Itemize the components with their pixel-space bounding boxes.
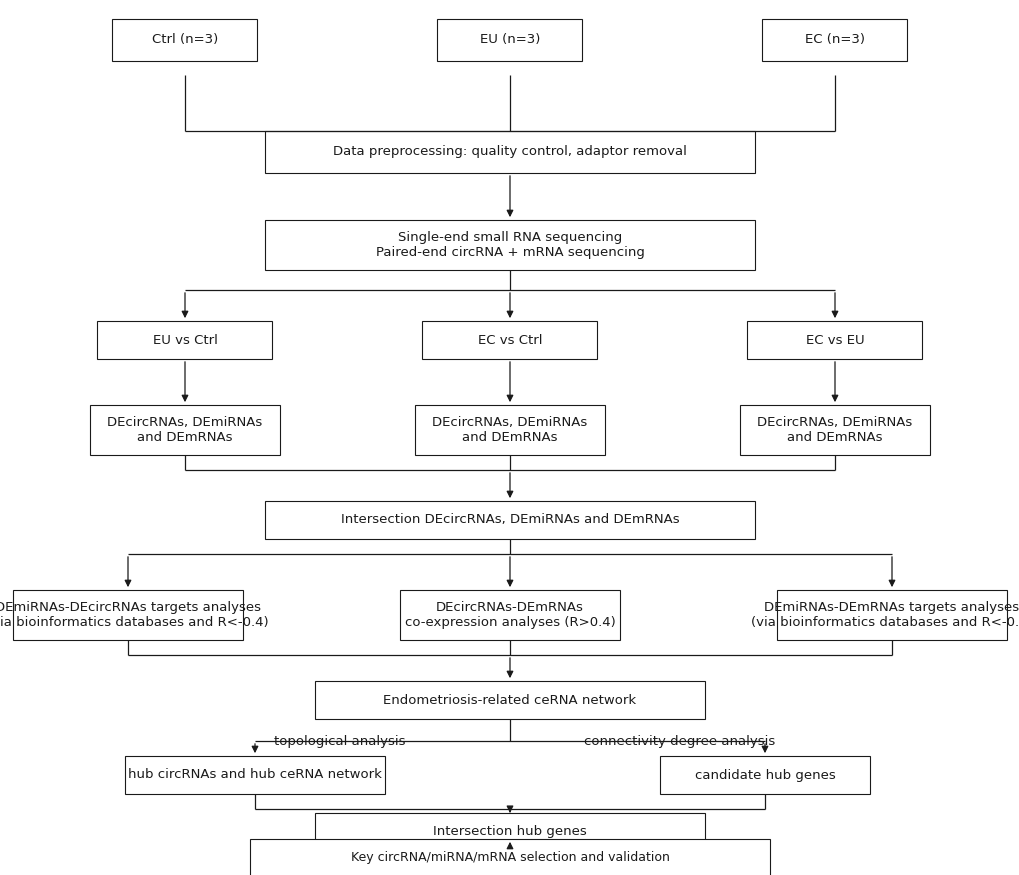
Text: EC vs Ctrl: EC vs Ctrl [477,333,542,346]
Text: DEmiRNAs-DEcircRNAs targets analyses
(via bioinformatics databases and R<-0.4): DEmiRNAs-DEcircRNAs targets analyses (vi… [0,601,269,629]
FancyBboxPatch shape [739,405,929,455]
FancyBboxPatch shape [762,19,907,61]
Text: DEcircRNAs-DEmRNAs
co-expression analyses (R>0.4): DEcircRNAs-DEmRNAs co-expression analyse… [405,601,614,629]
FancyBboxPatch shape [422,321,597,359]
Text: DEcircRNAs, DEmiRNAs
and DEmRNAs: DEcircRNAs, DEmiRNAs and DEmRNAs [757,416,912,444]
FancyBboxPatch shape [399,590,620,640]
FancyBboxPatch shape [315,681,704,719]
FancyBboxPatch shape [437,19,582,61]
Text: topological analysis: topological analysis [274,736,406,748]
FancyBboxPatch shape [315,813,704,851]
Text: Intersection hub genes: Intersection hub genes [433,825,586,838]
Text: Endometriosis-related ceRNA network: Endometriosis-related ceRNA network [383,694,636,706]
Text: EU vs Ctrl: EU vs Ctrl [153,333,217,346]
Text: Single-end small RNA sequencing
Paired-end circRNA + mRNA sequencing: Single-end small RNA sequencing Paired-e… [375,231,644,259]
FancyBboxPatch shape [265,501,754,539]
Text: candidate hub genes: candidate hub genes [694,768,835,781]
Text: Data preprocessing: quality control, adaptor removal: Data preprocessing: quality control, ada… [333,145,686,158]
Text: DEcircRNAs, DEmiRNAs
and DEmRNAs: DEcircRNAs, DEmiRNAs and DEmRNAs [432,416,587,444]
Text: EC (n=3): EC (n=3) [804,33,864,46]
Text: Ctrl (n=3): Ctrl (n=3) [152,33,218,46]
Text: hub circRNAs and hub ceRNA network: hub circRNAs and hub ceRNA network [128,768,381,781]
FancyBboxPatch shape [747,321,921,359]
FancyBboxPatch shape [415,405,604,455]
FancyBboxPatch shape [112,19,257,61]
Text: EC vs EU: EC vs EU [805,333,863,346]
FancyBboxPatch shape [265,131,754,173]
FancyBboxPatch shape [265,220,754,270]
Text: connectivity degree analysis: connectivity degree analysis [584,736,774,748]
Text: DEmiRNAs-DEmRNAs targets analyses
(via bioinformatics databases and R<-0.4): DEmiRNAs-DEmRNAs targets analyses (via b… [750,601,1019,629]
Text: DEcircRNAs, DEmiRNAs
and DEmRNAs: DEcircRNAs, DEmiRNAs and DEmRNAs [107,416,262,444]
FancyBboxPatch shape [13,590,243,640]
FancyBboxPatch shape [776,590,1006,640]
Text: Key circRNA/miRNA/mRNA selection and validation: Key circRNA/miRNA/mRNA selection and val… [351,851,668,864]
FancyBboxPatch shape [659,756,869,794]
Text: EU (n=3): EU (n=3) [479,33,540,46]
FancyBboxPatch shape [90,405,280,455]
FancyBboxPatch shape [125,756,384,794]
FancyBboxPatch shape [98,321,272,359]
Text: Intersection DEcircRNAs, DEmiRNAs and DEmRNAs: Intersection DEcircRNAs, DEmiRNAs and DE… [340,514,679,527]
FancyBboxPatch shape [250,839,769,875]
